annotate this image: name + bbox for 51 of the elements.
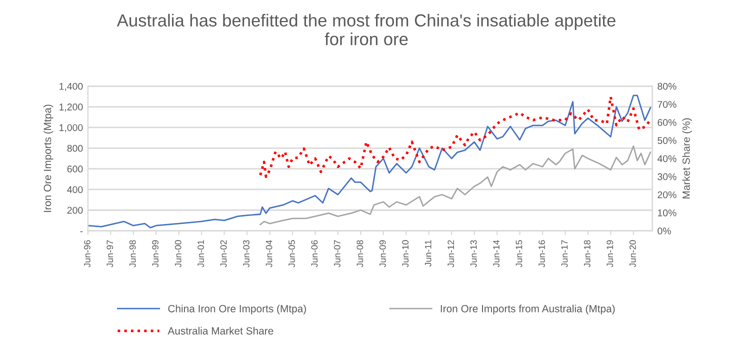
- y2-tick-label: 40%: [657, 155, 676, 162]
- x-tick-label: Jun-97: [106, 240, 114, 268]
- legend-label: China Iron Ore Imports (Mtpa): [168, 304, 306, 314]
- line-series: [260, 145, 652, 226]
- y-tick-label: 400: [67, 186, 83, 194]
- x-tick-label: Jun-07: [334, 240, 340, 268]
- y-tick-label: 200: [67, 206, 83, 214]
- y-tick-label: 800: [67, 144, 83, 152]
- y2-tick-label: 80%: [658, 82, 676, 90]
- y2-tick-label: 0%: [658, 228, 671, 234]
- y-tick-label: 1,200: [60, 104, 83, 112]
- x-tick-label: Jun-11: [424, 240, 432, 267]
- x-tick-label: Jun-19: [606, 240, 614, 268]
- y2-tick-label: 20%: [658, 191, 676, 198]
- y2-tick-label: 50%: [658, 137, 676, 144]
- line-series: [88, 94, 652, 228]
- x-tick-label: Jun-10: [402, 240, 409, 268]
- x-tick-label: Jun-16: [538, 240, 545, 268]
- x-tick-label: Jun-05: [288, 240, 295, 268]
- x-tick-label: Jun-09: [379, 240, 386, 268]
- x-tick-label: Jun-98: [129, 240, 136, 268]
- x-tick-label: Jun-13: [470, 240, 477, 268]
- y-tick-label: 1,000: [60, 124, 83, 132]
- legend-label: Australia Market Share: [168, 326, 274, 335]
- y2-tick-label: 60%: [658, 119, 676, 126]
- y2-axis-title: Market Share (%): [682, 118, 692, 198]
- x-tick-label: Jun-15: [516, 240, 522, 268]
- chart-title: Australia has benefitted the most from China's insatiable appetite for iron ore: [116, 14, 616, 46]
- x-tick-label: Jun-18: [584, 240, 590, 268]
- x-tick-label: Jun-12: [448, 240, 454, 268]
- x-tick-label: Jun-01: [198, 240, 204, 268]
- y-tick-label: -: [80, 231, 83, 232]
- line-series: [259, 96, 652, 178]
- y-tick-label: 600: [67, 166, 83, 172]
- y-tick-label: 1,400: [60, 82, 83, 91]
- x-tick-label: Jun-14: [493, 240, 500, 268]
- x-tick-label: Jun-03: [243, 240, 250, 268]
- y2-tick-label: 10%: [658, 209, 676, 216]
- x-tick-label: Jun-02: [220, 240, 227, 268]
- y-axis-title: Iron Ore Imports (Mtpa): [44, 104, 54, 212]
- y2-tick-label: 70%: [658, 100, 676, 108]
- y2-tick-label: 30%: [658, 173, 676, 180]
- legend-label: Iron Ore Imports from Australia (Mtpa): [440, 304, 615, 314]
- x-tick-label: Jun-08: [356, 240, 364, 268]
- x-tick-label: Jun-99: [152, 240, 159, 268]
- x-tick-label: Jun-17: [561, 240, 568, 268]
- x-tick-label: Jun-96: [84, 240, 90, 268]
- x-tick-label: Jun-04: [266, 240, 272, 268]
- x-tick-label: Jun-06: [311, 240, 318, 268]
- x-tick-label: Jun-20: [629, 240, 636, 268]
- x-tick-label: Jun-00: [174, 240, 182, 268]
